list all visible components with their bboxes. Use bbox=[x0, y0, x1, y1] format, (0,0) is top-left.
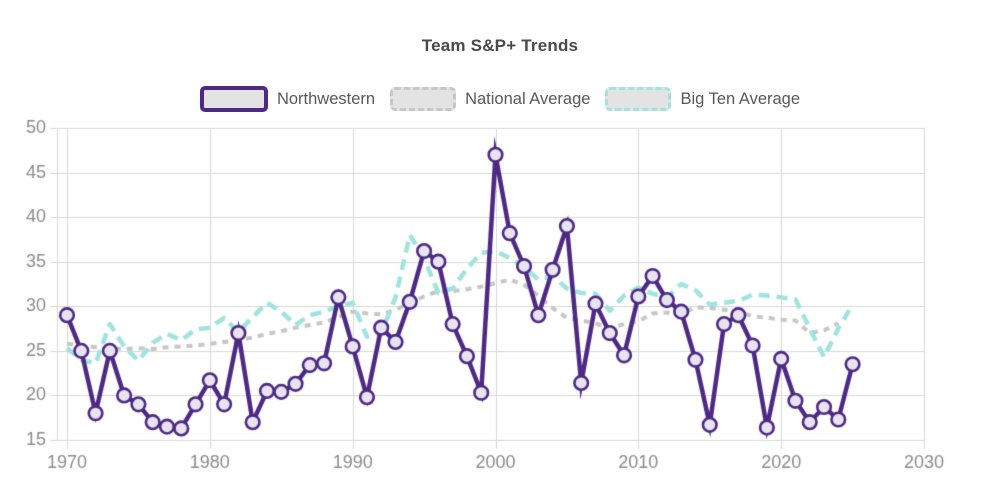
big-ten-average-swatch-icon bbox=[605, 87, 672, 111]
legend-label: Big Ten Average bbox=[680, 89, 801, 108]
legend-item-national-average[interactable]: National Average bbox=[390, 87, 590, 111]
legend-item-northwestern[interactable]: Northwestern bbox=[199, 86, 376, 112]
chart-legend: Northwestern National Average Big Ten Av… bbox=[0, 86, 1000, 112]
legend-label: Northwestern bbox=[276, 89, 376, 108]
national-average-swatch-icon bbox=[390, 87, 457, 111]
legend-item-big-ten-average[interactable]: Big Ten Average bbox=[605, 87, 800, 111]
chart-title: Team S&P+ Trends bbox=[421, 36, 579, 55]
legend-label: National Average bbox=[465, 89, 591, 108]
northwestern-swatch-icon bbox=[199, 86, 268, 112]
